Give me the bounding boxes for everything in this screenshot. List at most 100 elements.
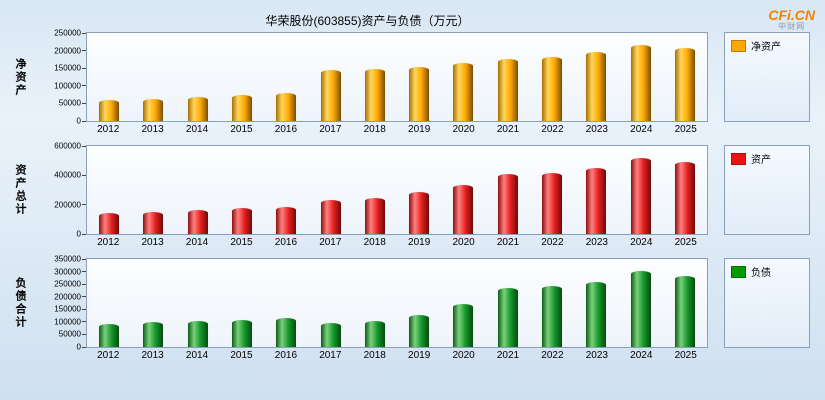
bar-slot: [353, 146, 397, 234]
y-tick-label: 400000: [54, 170, 81, 180]
x-tick-label: 2015: [230, 124, 253, 135]
bar-slot: [176, 259, 220, 347]
bar-slot: [530, 146, 574, 234]
chart-row-net-assets: 净资产 0 50000 100000 150000 200000 250000 2012 201…: [10, 29, 825, 135]
bars-total-liabilities: [87, 259, 707, 347]
bar-slot: [486, 259, 530, 347]
bar-slot: [397, 146, 441, 234]
y-tick-label: 150000: [54, 304, 81, 314]
x-axis-labels-net-assets: 2012 2013 2014 2015 2016 2017 2018 2019 2020 2021…: [86, 124, 708, 135]
x-tick-label: 2016: [274, 350, 298, 361]
legend-item: 资产: [731, 151, 803, 166]
bar-slot: [530, 259, 574, 347]
x-tick-label: 2025: [674, 237, 697, 248]
y-tick-label: 350000: [54, 254, 81, 264]
cfi-logo-text: CFi.CN: [768, 7, 815, 23]
bar-slot: [663, 259, 707, 347]
bar-slot: [220, 259, 264, 347]
x-tick-label: 2023: [585, 237, 608, 248]
x-tick-label: 2014: [185, 124, 209, 135]
bar-total-liabilities-2016: [276, 318, 297, 347]
legend-net-assets: 净资产: [724, 32, 810, 122]
bar-slot: [397, 259, 441, 347]
bar-slot: [441, 259, 485, 347]
bar-total-liabilities-2024: [630, 270, 651, 347]
legend-label: 资产: [751, 155, 771, 166]
x-tick-label: 2022: [541, 350, 564, 361]
bar-net-assets-2024: [630, 44, 651, 121]
bar-net-assets-2012: [99, 99, 120, 121]
x-tick-label: 2013: [141, 124, 164, 135]
y-axis-title-total-assets: 资产总计: [10, 145, 30, 235]
bar-total-assets-2021: [497, 174, 518, 234]
bar-net-assets-2025: [674, 47, 695, 121]
y-axis-title-total-liabilities: 负债合计: [10, 258, 30, 348]
bar-slot: [220, 33, 264, 121]
x-tick-label: 2019: [408, 124, 431, 135]
bars-net-assets: [87, 33, 707, 121]
x-tick-label: 2021: [496, 124, 520, 135]
bar-total-liabilities-2023: [586, 281, 607, 347]
x-tick-label: 2024: [630, 237, 653, 248]
bar-total-liabilities-2012: [99, 323, 120, 347]
legend-total-assets: 资产: [724, 145, 810, 235]
bar-slot: [264, 259, 308, 347]
y-tick-mark: [82, 50, 86, 52]
x-tick-label: 2014: [185, 237, 209, 248]
bar-total-assets-2017: [320, 200, 341, 234]
bar-net-assets-2016: [276, 92, 297, 121]
y-tick-mark: [82, 308, 86, 310]
x-tick-label: 2022: [541, 237, 564, 248]
bar-total-liabilities-2014: [187, 320, 208, 347]
legend-item: 负债: [731, 264, 803, 279]
y-tick-label: 600000: [54, 141, 81, 151]
bar-slot: [220, 146, 264, 234]
y-tick-mark: [82, 32, 86, 34]
x-tick-label: 2016: [274, 237, 298, 248]
x-tick-label: 2016: [274, 124, 298, 135]
x-tick-label: 2025: [674, 124, 697, 135]
chart-row-total-liabilities: 负债合计 0 50000 100000 150000 200000 250000 300000…: [10, 254, 825, 361]
bar-slot: [176, 146, 220, 234]
y-tick-mark: [82, 333, 86, 335]
bar-slot: [663, 146, 707, 234]
bar-slot: [574, 33, 618, 121]
y-tick-label: 100000: [54, 317, 81, 327]
legend-swatch: [731, 152, 746, 165]
bar-total-liabilities-2019: [409, 314, 430, 347]
bar-slot: [618, 259, 662, 347]
y-tick-label: 0: [76, 342, 81, 352]
y-axis-title-net-assets: 净资产: [10, 32, 30, 122]
bar-slot: [486, 33, 530, 121]
x-tick-label: 2015: [230, 350, 253, 361]
bar-total-liabilities-2015: [231, 319, 252, 347]
page-title: 华荣股份(603855)资产与负债（万元）: [265, 14, 470, 28]
x-tick-label: 2020: [452, 350, 475, 361]
bar-slot: [663, 33, 707, 121]
y-axis-title-text: 净资产: [14, 57, 26, 97]
x-tick-label: 2021: [496, 237, 520, 248]
bar-slot: [264, 146, 308, 234]
bar-slot: [131, 259, 175, 347]
x-tick-label: 2018: [363, 124, 386, 135]
y-tick-label: 100000: [54, 81, 81, 91]
bar-total-assets-2025: [674, 162, 695, 234]
bar-total-assets-2018: [364, 198, 385, 234]
bar-slot: [353, 259, 397, 347]
y-tick-mark: [82, 346, 86, 348]
x-tick-label: 2018: [363, 237, 386, 248]
y-tick-mark: [82, 102, 86, 104]
bar-slot: [87, 146, 131, 234]
bar-slot: [176, 33, 220, 121]
y-tick-label: 150000: [54, 63, 81, 73]
x-tick-label: 2019: [408, 237, 431, 248]
bar-slot: [353, 33, 397, 121]
x-tick-label: 2012: [97, 124, 120, 135]
y-tick-label: 250000: [54, 279, 81, 289]
y-tick-mark: [82, 296, 86, 298]
bar-net-assets-2019: [409, 66, 430, 121]
bar-total-assets-2012: [99, 213, 120, 234]
x-tick-label: 2023: [585, 124, 608, 135]
bar-total-liabilities-2022: [541, 286, 562, 347]
bar-net-assets-2015: [231, 94, 252, 121]
